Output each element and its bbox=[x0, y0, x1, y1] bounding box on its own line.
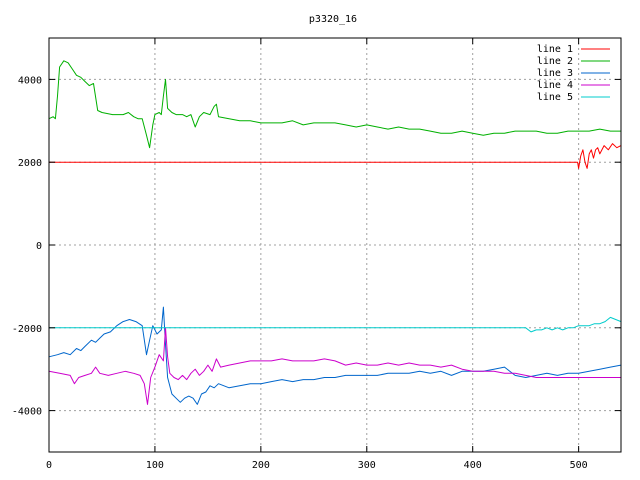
legend-label-2: line 2 bbox=[537, 56, 573, 67]
legend-label-1: line 1 bbox=[537, 44, 573, 55]
grid-lines bbox=[49, 38, 621, 452]
x-tick-label: 300 bbox=[358, 460, 376, 471]
y-tick-label: 0 bbox=[36, 241, 42, 252]
y-tick-label: -2000 bbox=[12, 324, 42, 335]
x-tick-label: 100 bbox=[146, 460, 164, 471]
x-tick-label: 200 bbox=[252, 460, 270, 471]
legend-label-4: line 4 bbox=[537, 80, 573, 91]
x-tick-label: 500 bbox=[570, 460, 588, 471]
y-tick-label: 4000 bbox=[18, 75, 42, 86]
series-line-4 bbox=[48, 327, 621, 405]
x-axis: 0 100 200 300 400 500 bbox=[46, 38, 588, 471]
x-tick-label: 400 bbox=[464, 460, 482, 471]
chart-title: p3320_16 bbox=[309, 14, 357, 25]
y-tick-label: -4000 bbox=[12, 407, 42, 418]
series-line-1 bbox=[49, 143, 622, 169]
series-line-3 bbox=[48, 306, 622, 405]
series-line-5 bbox=[49, 316, 622, 333]
series-line-2 bbox=[48, 60, 621, 149]
x-tick-label: 0 bbox=[46, 460, 52, 471]
legend-label-5: line 5 bbox=[537, 92, 573, 103]
series-layer bbox=[48, 60, 622, 405]
y-tick-label: 2000 bbox=[18, 158, 42, 169]
y-axis: -4000 -2000 0 2000 4000 bbox=[12, 75, 621, 418]
legend-label-3: line 3 bbox=[537, 68, 573, 79]
